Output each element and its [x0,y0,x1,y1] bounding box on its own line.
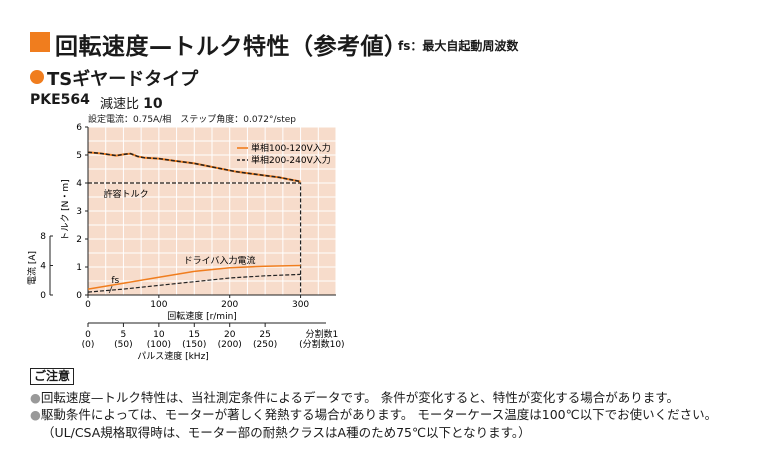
gear-ratio-value: 10 [143,96,163,112]
note-item: ●回転速度—トルク特性は、当社測定条件によるデータです。 条件が変化すると、特性… [30,390,680,405]
legend-label: 単相100-120V入力 [251,142,331,154]
subheading: TSギヤードタイプ [47,69,199,90]
fs-label: fs [111,276,119,286]
speed-tick-label: 0 [85,300,91,310]
pulse-tick-sublabel: (200) [218,340,242,350]
title-marker [30,32,50,52]
speed-tick-label: 300 [292,300,309,310]
note-bullet: ● [30,390,41,405]
pulse-axis-title: パルス速度 [kHz] [137,350,209,362]
notes-label: ご注意 [30,368,75,385]
pulse-tick-sublabel: (250) [253,340,277,350]
note-item: ●駆動条件によっては、モーターが著しく発熱する場合があります。 モーターケース温… [30,407,718,422]
torque-tick-label: 6 [76,123,82,133]
pulse-division-sublabel: (分割数10) [299,338,344,350]
note-item: （UL/CSA規格取得時は、モーター部の耐熱クラスはA種のため75℃以下となりま… [42,425,531,440]
allowable-torque-line [88,182,302,295]
speed-tick-label: 200 [221,300,238,310]
torque-tick-label: 5 [76,151,82,161]
model-name: PKE564 [30,92,90,108]
pulse-tick-sublabel: (150) [182,340,206,350]
title-note: fs：最大自起動周波数 [398,39,519,53]
torque-tick-label: 3 [76,207,82,217]
torque-curve-200v [87,151,301,183]
page-title: 回転速度—トルク特性（参考値） [55,34,408,60]
pulse-tick-sublabel: (0) [82,340,95,350]
speed-tick-label: 100 [150,300,167,310]
current-axis-title: 電流 [A] [26,251,38,285]
torque-tick-label: 1 [76,263,82,273]
gear-ratio: 減速比 10 [100,93,163,112]
pulse-tick-sublabel: (50) [114,340,132,350]
current-tick-label: 0 [40,291,46,301]
test-conditions: 設定電流：0.75A/相 ステップ角度：0.072°/step [88,115,296,125]
pulse-tick-label: 15 [189,330,200,340]
pulse-tick-label: 25 [259,330,270,340]
pulse-tick-label: 5 [121,330,127,340]
note-bullet: ● [30,407,41,422]
torque-tick-label: 0 [76,291,82,301]
torque-axis-title: トルク [N・m] [60,179,71,240]
torque-tick-label: 2 [76,235,82,245]
current-tick-label: 4 [40,262,46,272]
pulse-tick-label: 20 [224,330,236,340]
pulse-tick-label: 0 [85,330,91,340]
pulse-tick-label: 10 [153,330,165,340]
pulse-tick-sublabel: (100) [147,340,171,350]
gear-ratio-label: 減速比 [100,97,140,112]
driver-current-label: ドライバ入力電流 [184,254,256,266]
torque-tick-label: 4 [76,179,82,189]
speed-axis-title: 回転速度 [r/min] [167,310,237,322]
fs-pointer [108,285,113,294]
subheading-bullet [30,70,44,84]
current-tick-label: 8 [40,232,46,242]
legend-label: 単相200-240V入力 [251,154,331,166]
pulse-division-label: 分割数1 [305,328,338,340]
current-curve-200v [87,273,301,293]
current-curve-100v [87,264,301,290]
allowable-torque-label: 許容トルク [104,188,149,200]
